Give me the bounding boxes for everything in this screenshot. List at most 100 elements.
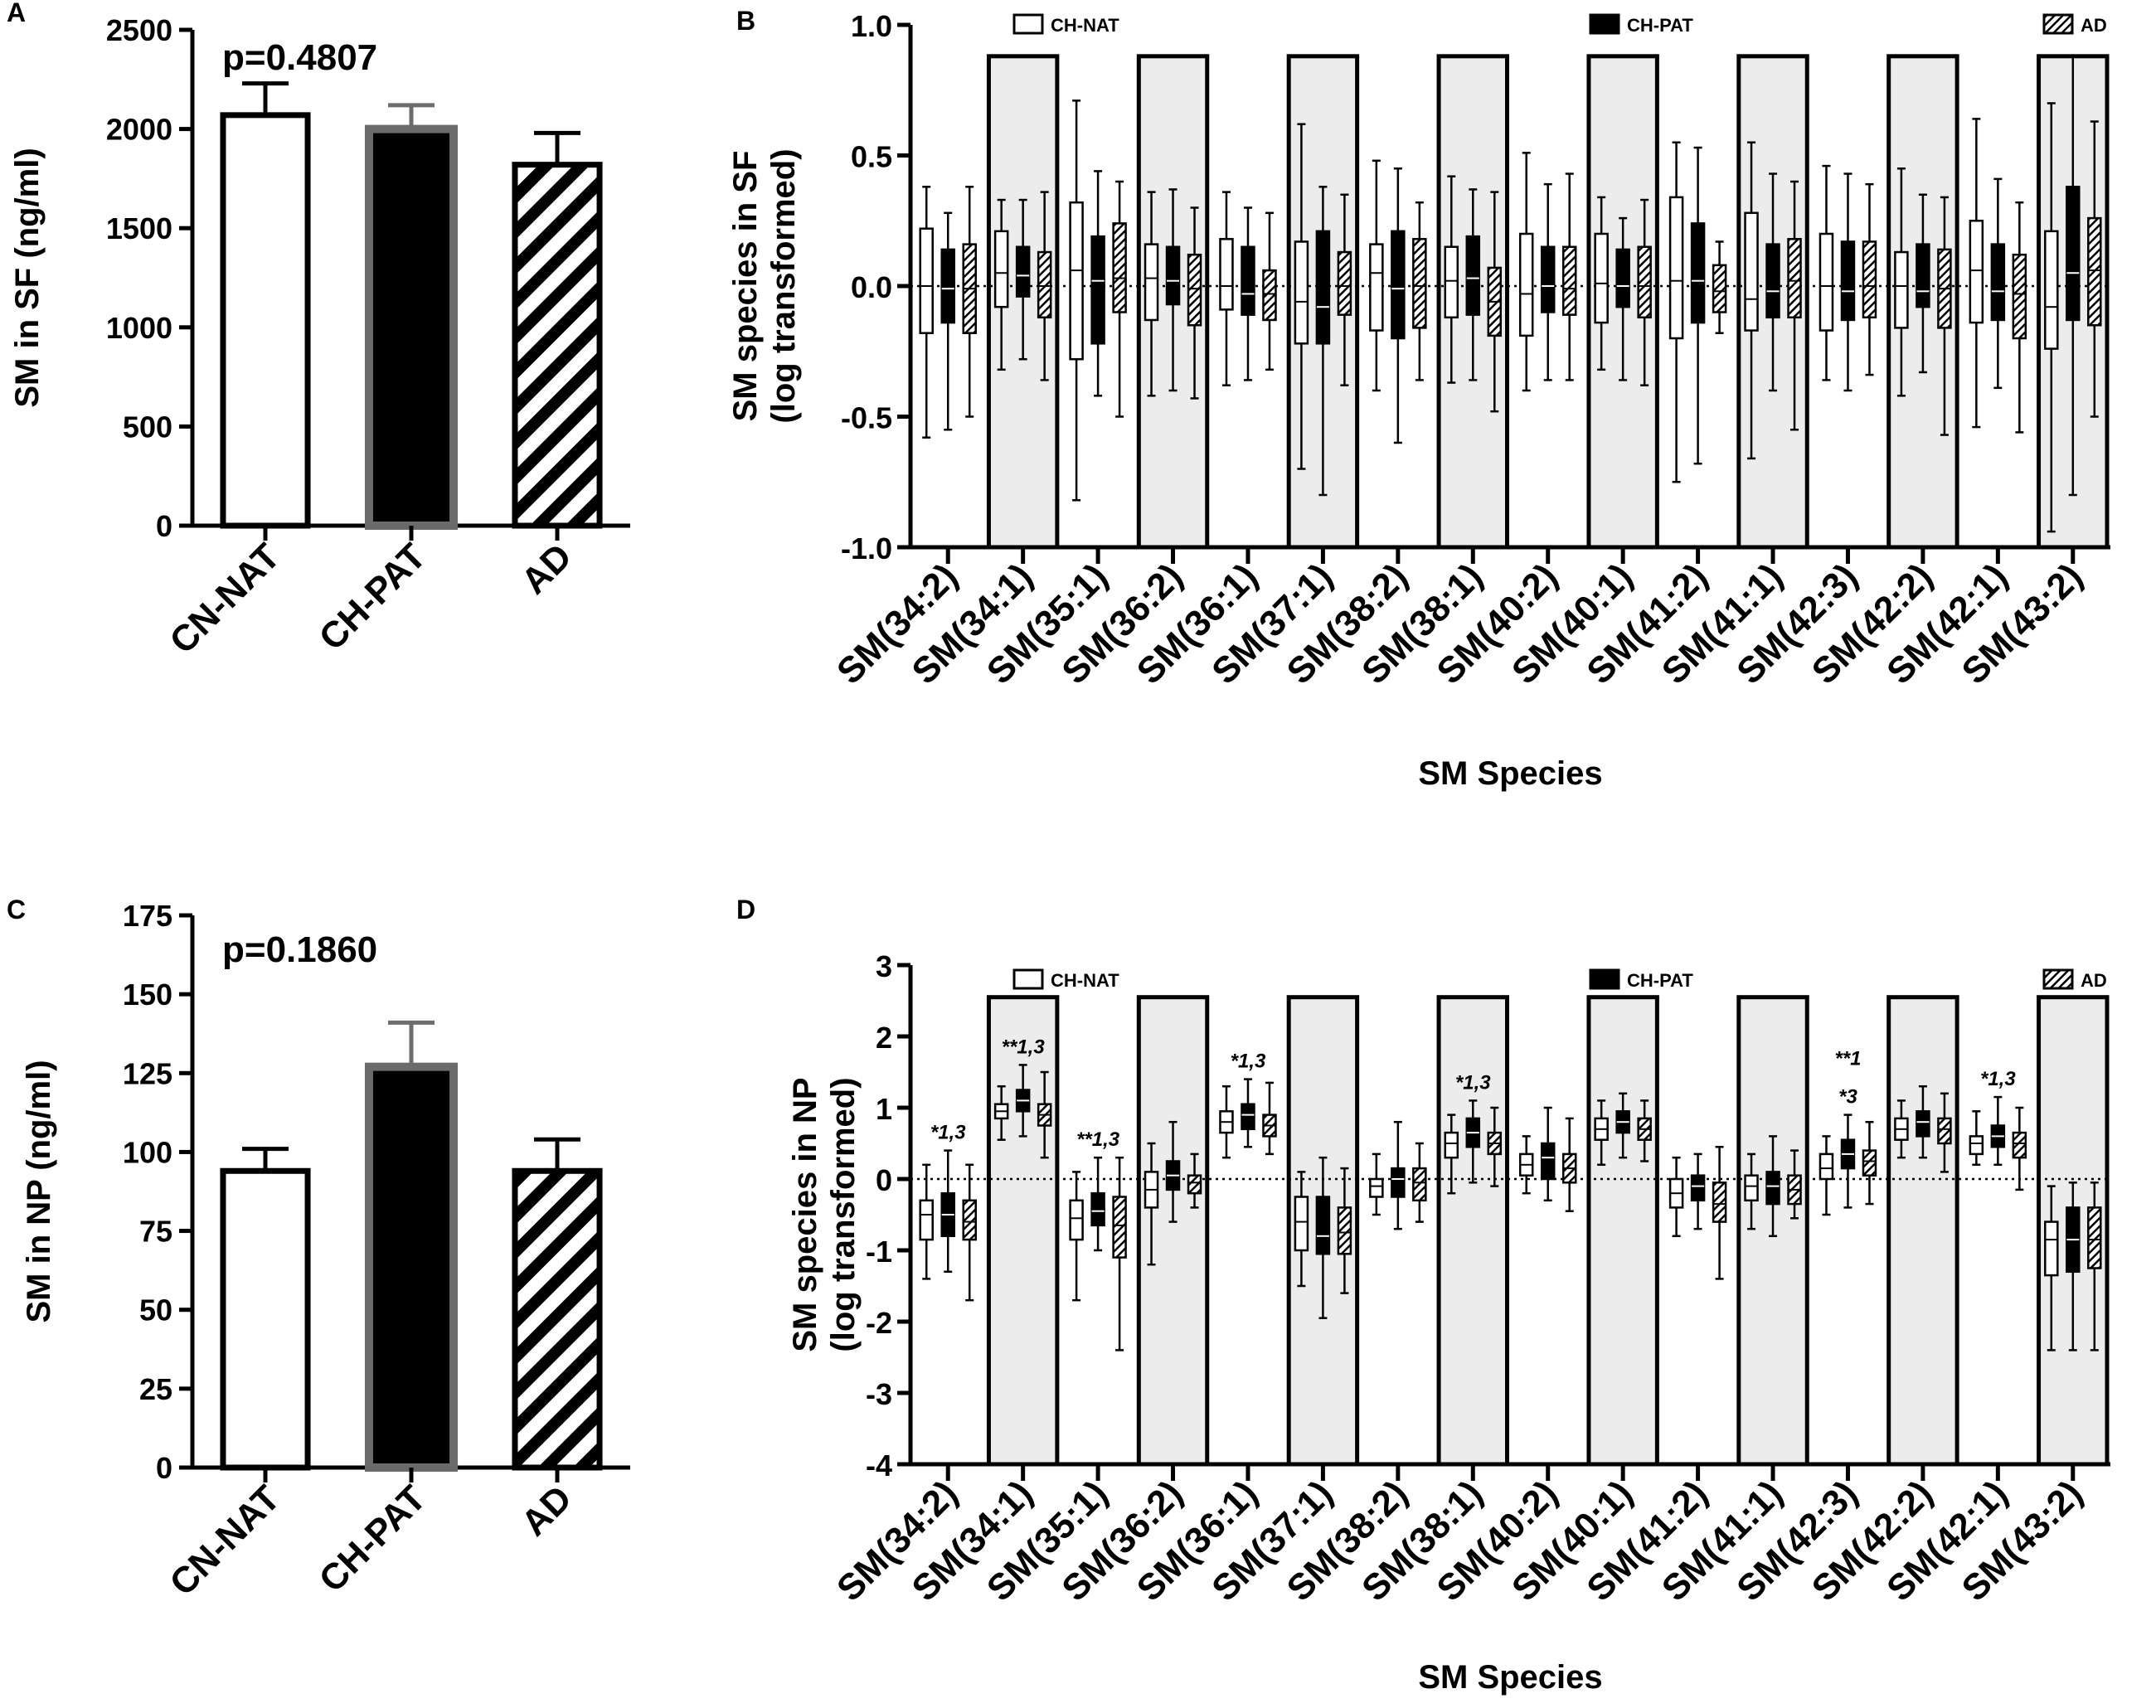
y-tick-label: 75 [139,1215,172,1249]
y-tick-label: -1 [866,1235,892,1269]
box-ch-pat-SM(36:2) [1165,245,1181,306]
p-value-annotation: p=0.4807 [222,37,377,78]
box-ch-nat-SM(38:2) [1369,243,1384,332]
box-ch-pat-SM(41:1) [1765,1171,1780,1206]
legend-label: CH-NAT [1051,15,1119,36]
y-tick-label: -3 [866,1377,892,1411]
significance-annotation: **1,3 [1002,1036,1046,1058]
box-ch-nat-SM(34:1) [993,230,1009,308]
box-ch-pat-SM(41:1) [1765,243,1780,319]
box-ad-SM(40:2) [1561,245,1577,316]
box-ch-nat-SM(41:2) [1668,196,1684,340]
y-tick-label: -4 [866,1448,892,1482]
legend-swatch-ch-pat [1589,968,1620,990]
box-ad-SM(43:2) [2087,216,2102,327]
box-ch-pat-SM(41:2) [1690,222,1706,324]
box-ad-SM(42:1) [2012,1131,2027,1159]
shaded-column [1436,995,1509,1467]
panel-d-box-plot: -4 -3 -2 -1 0 1 2 3 SM species in NP (log transfo… [787,949,2110,1696]
box-ch-nat-SM(36:2) [1144,243,1159,322]
y-tick-label: 0 [156,509,172,543]
panel-label-d: D [736,895,755,924]
box-ch-pat-SM(38:2) [1391,230,1406,340]
legend-label: CH-PAT [1627,970,1693,991]
bar-ch-pat [364,1062,459,1473]
shaded-column [1136,995,1210,1467]
box-ad-SM(41:1) [1787,238,1802,319]
legend-swatch-ad [2042,13,2074,35]
box-ad-SM(37:1) [1337,1206,1352,1255]
box-ch-nat-SM(38:2) [1369,1177,1384,1198]
panel-label-b: B [736,6,755,36]
box-ad-SM(38:2) [1412,1167,1427,1202]
bar-ad [512,162,603,529]
x-axis-title: SM Species [1418,1659,1602,1696]
box-ad-SM(43:2) [2087,1206,2102,1269]
panel-label-c: C [7,895,26,924]
box-ch-pat-SM(37:1) [1315,1196,1331,1255]
x-category-label: CN-NAT [162,1478,288,1604]
significance-annotation: **1,3 [1076,1128,1120,1151]
box-ch-nat-SM(40:2) [1518,232,1534,337]
box-ad-SM(35:1) [1112,222,1127,313]
p-value-annotation: p=0.1860 [222,929,377,970]
y-tick-label: 3 [876,949,892,983]
y-axis-title-line: (log transformed) [765,148,802,423]
box-ch-nat-SM(38:1) [1444,1131,1459,1159]
box-ad-SM(36:2) [1187,1174,1202,1195]
box-ad-SM(41:2) [1712,264,1727,313]
legend-swatch-ch-pat [1589,13,1620,35]
box-ch-pat-SM(35:1) [1090,1191,1105,1227]
box-ch-nat-SM(35:1) [1069,1199,1084,1241]
y-axis-title-line: (log transformed) [825,1077,862,1351]
significance-annotation: *3 [1838,1086,1857,1109]
box-ad-SM(40:1) [1637,245,1652,319]
y-tick-label: 1000 [106,311,172,345]
legend-label: CH-PAT [1627,15,1693,36]
box-ch-pat-SM(42:2) [1916,1110,1930,1138]
box-ch-pat-SM(43:2) [2066,186,2081,322]
box-ad-SM(35:1) [1112,1196,1127,1259]
box-ch-pat-SM(42:2) [1916,243,1930,308]
y-tick-label: 175 [123,899,172,933]
box-ch-pat-SM(35:1) [1090,235,1105,345]
y-axis-title-line: SM species in SF [727,151,764,422]
x-axis-title: SM Species [1418,755,1602,792]
box-ch-nat-SM(36:1) [1219,238,1234,311]
y-tick-label: 50 [139,1293,172,1327]
y-axis-title: SM in NP (ng/ml) [21,1060,57,1322]
box-ad-SM(41:2) [1712,1182,1727,1223]
box-ch-nat-SM(42:1) [1969,220,1984,324]
significance-annotation: *1,3 [930,1122,966,1144]
box-ch-pat-SM(40:2) [1540,1142,1556,1181]
bar-ch-pat [364,124,459,530]
box-ch-nat-SM(41:1) [1744,211,1759,332]
legend-label: AD [2081,970,2107,991]
panel-c-bar-chart: 0 25 50 75 100 125 150 175 SM in NP (ng/ml) p=0.1… [21,899,630,1604]
legend-swatch-ch-nat [1012,13,1044,35]
box-ch-pat-SM(37:1) [1315,230,1331,345]
box-ad-SM(42:2) [1937,1117,1952,1145]
y-tick-label: 2500 [106,13,172,47]
y-tick-label: 1 [876,1092,892,1126]
box-ch-pat-SM(34:1) [1015,245,1031,298]
box-ch-pat-SM(42:1) [1990,243,2006,322]
x-category-label: CH-PAT [312,1478,435,1600]
box-ch-pat-SM(38:2) [1391,1167,1406,1198]
box-ch-nat-SM(37:1) [1294,240,1309,345]
y-tick-label: -1.0 [841,531,892,565]
box-ad-SM(38:2) [1412,238,1427,329]
y-tick-label: 0.0 [851,270,892,304]
box-ch-nat-SM(41:1) [1744,1174,1759,1202]
bar-cn-nat [220,1167,311,1471]
box-ch-pat-SM(40:1) [1615,248,1630,308]
box-ch-nat-SM(42:2) [1894,250,1909,329]
box-ad-SM(34:2) [962,1199,977,1241]
y-tick-label: 500 [123,410,172,444]
shaded-column [1586,995,1659,1467]
box-ch-nat-SM(43:2) [2044,230,2059,350]
y-tick-label: 2000 [106,113,172,147]
significance-annotation: *1,3 [1455,1071,1491,1094]
box-ch-nat-SM(34:2) [919,227,934,334]
